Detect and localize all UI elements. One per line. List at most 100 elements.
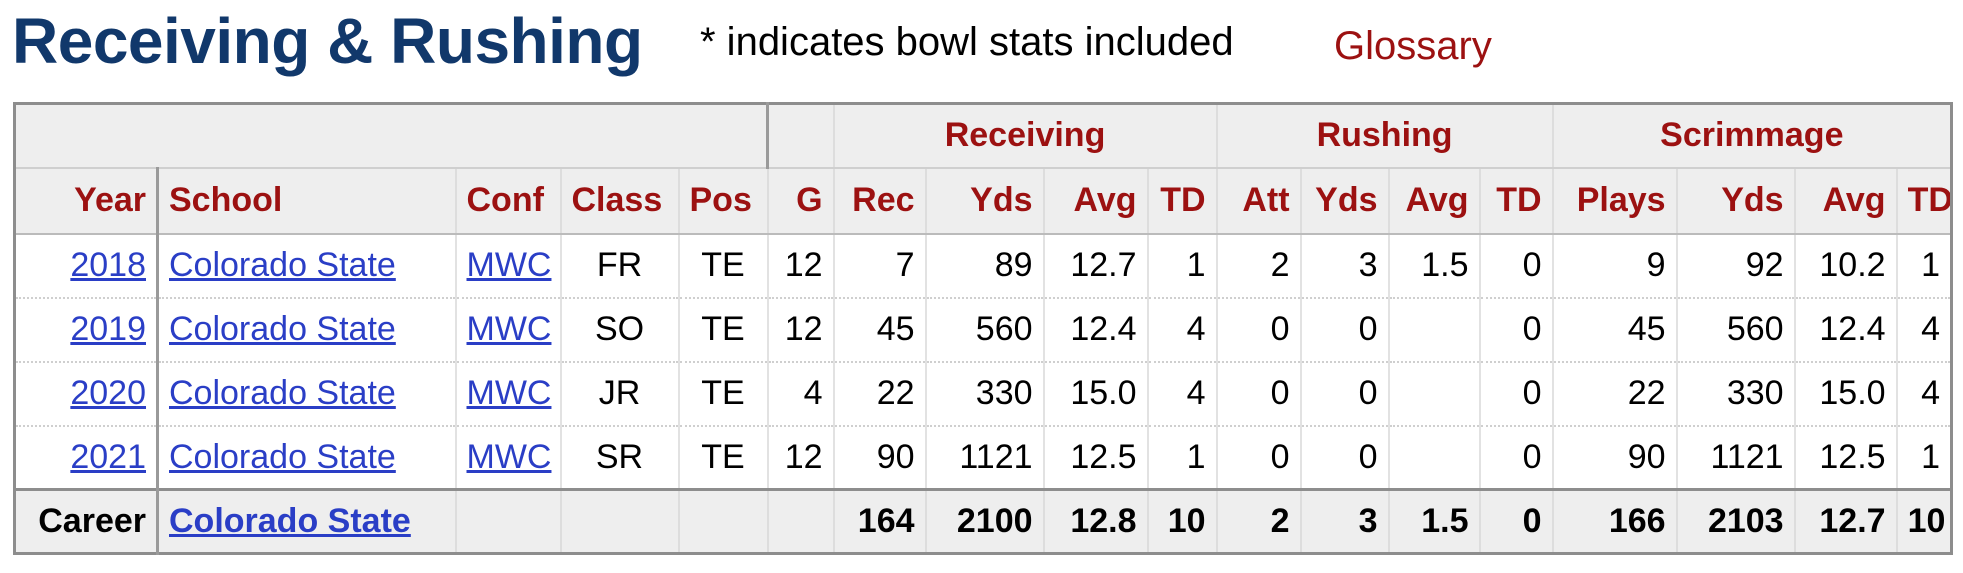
career-rec-td-cell: 10: [1146, 488, 1217, 554]
column-header-pos[interactable]: Pos: [677, 167, 768, 235]
career-att-cell: 2: [1215, 488, 1301, 554]
school-link[interactable]: Colorado State: [169, 310, 396, 348]
stats-table: Receiving Rushing Scrimmage Year School …: [13, 102, 1954, 555]
pos-cell: TE: [677, 361, 768, 427]
school-cell: Colorado State: [156, 297, 456, 363]
scrim-yds-cell: 560: [1675, 297, 1795, 363]
rec-td-cell: 1: [1146, 425, 1217, 491]
year-link[interactable]: 2019: [70, 310, 146, 348]
career-scrim-yds-cell: 2103: [1675, 488, 1795, 554]
class-cell: SR: [559, 425, 679, 491]
rush-yds-cell: 0: [1299, 425, 1389, 491]
career-school-link[interactable]: Colorado State: [169, 502, 411, 540]
column-header-scrim-td[interactable]: TD: [1895, 167, 1952, 235]
career-conf-cell: [454, 488, 561, 554]
column-header-conf[interactable]: Conf: [454, 167, 561, 235]
year-cell: 2018: [13, 233, 159, 299]
rec-yds-cell: 560: [924, 297, 1044, 363]
column-header-row: Year School Conf Class Pos G Rec Yds Avg…: [13, 167, 1952, 235]
column-header-rush-avg[interactable]: Avg: [1387, 167, 1480, 235]
scrim-avg-cell: 15.0: [1793, 361, 1897, 427]
games-cell: 12: [766, 233, 834, 299]
year-link[interactable]: 2018: [70, 246, 146, 284]
career-plays-cell: 166: [1551, 488, 1677, 554]
career-rec-cell: 164: [832, 488, 926, 554]
column-header-rush-td[interactable]: TD: [1478, 167, 1553, 235]
column-header-att[interactable]: Att: [1215, 167, 1301, 235]
conf-cell: MWC: [454, 233, 561, 299]
games-cell: 4: [766, 361, 834, 427]
att-cell: 2: [1215, 233, 1301, 299]
rush-avg-cell: [1387, 425, 1480, 491]
year-cell: 2020: [13, 361, 159, 427]
column-header-rec-yds[interactable]: Yds: [924, 167, 1044, 235]
group-header-gap: [767, 103, 834, 169]
rec-avg-cell: 15.0: [1042, 361, 1148, 427]
column-header-scrim-avg[interactable]: Avg: [1793, 167, 1897, 235]
column-header-class[interactable]: Class: [559, 167, 679, 235]
conf-cell: MWC: [454, 425, 561, 491]
column-header-rush-yds[interactable]: Yds: [1299, 167, 1389, 235]
rush-td-cell: 0: [1478, 361, 1553, 427]
scrim-td-cell: 1: [1895, 425, 1952, 491]
pos-cell: TE: [677, 297, 768, 363]
section-header: Receiving & Rushing * indicates bowl sta…: [12, 0, 1952, 90]
games-cell: 12: [766, 297, 834, 363]
column-header-g[interactable]: G: [766, 167, 834, 235]
column-header-rec-avg[interactable]: Avg: [1042, 167, 1148, 235]
school-link[interactable]: Colorado State: [169, 374, 396, 412]
column-header-scrim-yds[interactable]: Yds: [1675, 167, 1795, 235]
table-row: 2021 Colorado State MWC SR TE 12 90 1121…: [13, 425, 1952, 491]
rec-yds-cell: 1121: [924, 425, 1044, 491]
att-cell: 0: [1215, 297, 1301, 363]
career-school-cell: Colorado State: [156, 488, 456, 554]
scrim-avg-cell: 10.2: [1793, 233, 1897, 299]
conf-link[interactable]: MWC: [466, 374, 552, 412]
career-pos-cell: [677, 488, 768, 554]
school-link[interactable]: Colorado State: [169, 246, 396, 284]
rec-yds-cell: 89: [924, 233, 1044, 299]
school-link[interactable]: Colorado State: [169, 437, 396, 476]
column-header-school[interactable]: School: [156, 167, 456, 235]
group-header-rushing: Rushing: [1215, 103, 1553, 169]
conf-link[interactable]: MWC: [466, 437, 552, 476]
year-link[interactable]: 2021: [70, 437, 146, 476]
rush-avg-cell: [1387, 361, 1480, 427]
career-scrim-avg-cell: 12.7: [1793, 488, 1897, 554]
school-cell: Colorado State: [156, 425, 456, 491]
scrim-avg-cell: 12.4: [1793, 297, 1897, 363]
career-rec-yds-cell: 2100: [924, 488, 1044, 554]
conf-link[interactable]: MWC: [466, 246, 552, 284]
column-header-rec-td[interactable]: TD: [1146, 167, 1217, 235]
bowl-stats-note: * indicates bowl stats included: [700, 20, 1234, 64]
group-header-blank: [14, 103, 770, 169]
year-link[interactable]: 2020: [70, 374, 146, 412]
scrim-yds-cell: 92: [1675, 233, 1795, 299]
conf-link[interactable]: MWC: [466, 310, 552, 348]
career-games-cell: [766, 488, 834, 554]
column-header-year[interactable]: Year: [13, 167, 159, 235]
year-cell: 2021: [13, 425, 159, 491]
rec-cell: 7: [832, 233, 926, 299]
class-cell: SO: [559, 297, 679, 363]
group-header-receiving: Receiving: [832, 103, 1217, 169]
column-header-rec[interactable]: Rec: [832, 167, 926, 235]
rec-avg-cell: 12.7: [1042, 233, 1148, 299]
column-header-plays[interactable]: Plays: [1551, 167, 1677, 235]
group-header-scrimmage: Scrimmage: [1551, 103, 1952, 169]
scrim-avg-cell: 12.5: [1793, 425, 1897, 491]
glossary-link[interactable]: Glossary: [1334, 24, 1492, 68]
rec-td-cell: 1: [1146, 233, 1217, 299]
career-label: Career: [13, 488, 159, 554]
scrim-td-cell: 1: [1895, 233, 1952, 299]
career-rush-td-cell: 0: [1478, 488, 1553, 554]
career-rush-yds-cell: 3: [1299, 488, 1389, 554]
rec-cell: 22: [832, 361, 926, 427]
rush-td-cell: 0: [1478, 425, 1553, 491]
pos-cell: TE: [677, 233, 768, 299]
rush-avg-cell: [1387, 297, 1480, 363]
scrim-yds-cell: 1121: [1675, 425, 1795, 491]
scrim-td-cell: 4: [1895, 297, 1952, 363]
plays-cell: 90: [1551, 425, 1677, 491]
rec-td-cell: 4: [1146, 361, 1217, 427]
